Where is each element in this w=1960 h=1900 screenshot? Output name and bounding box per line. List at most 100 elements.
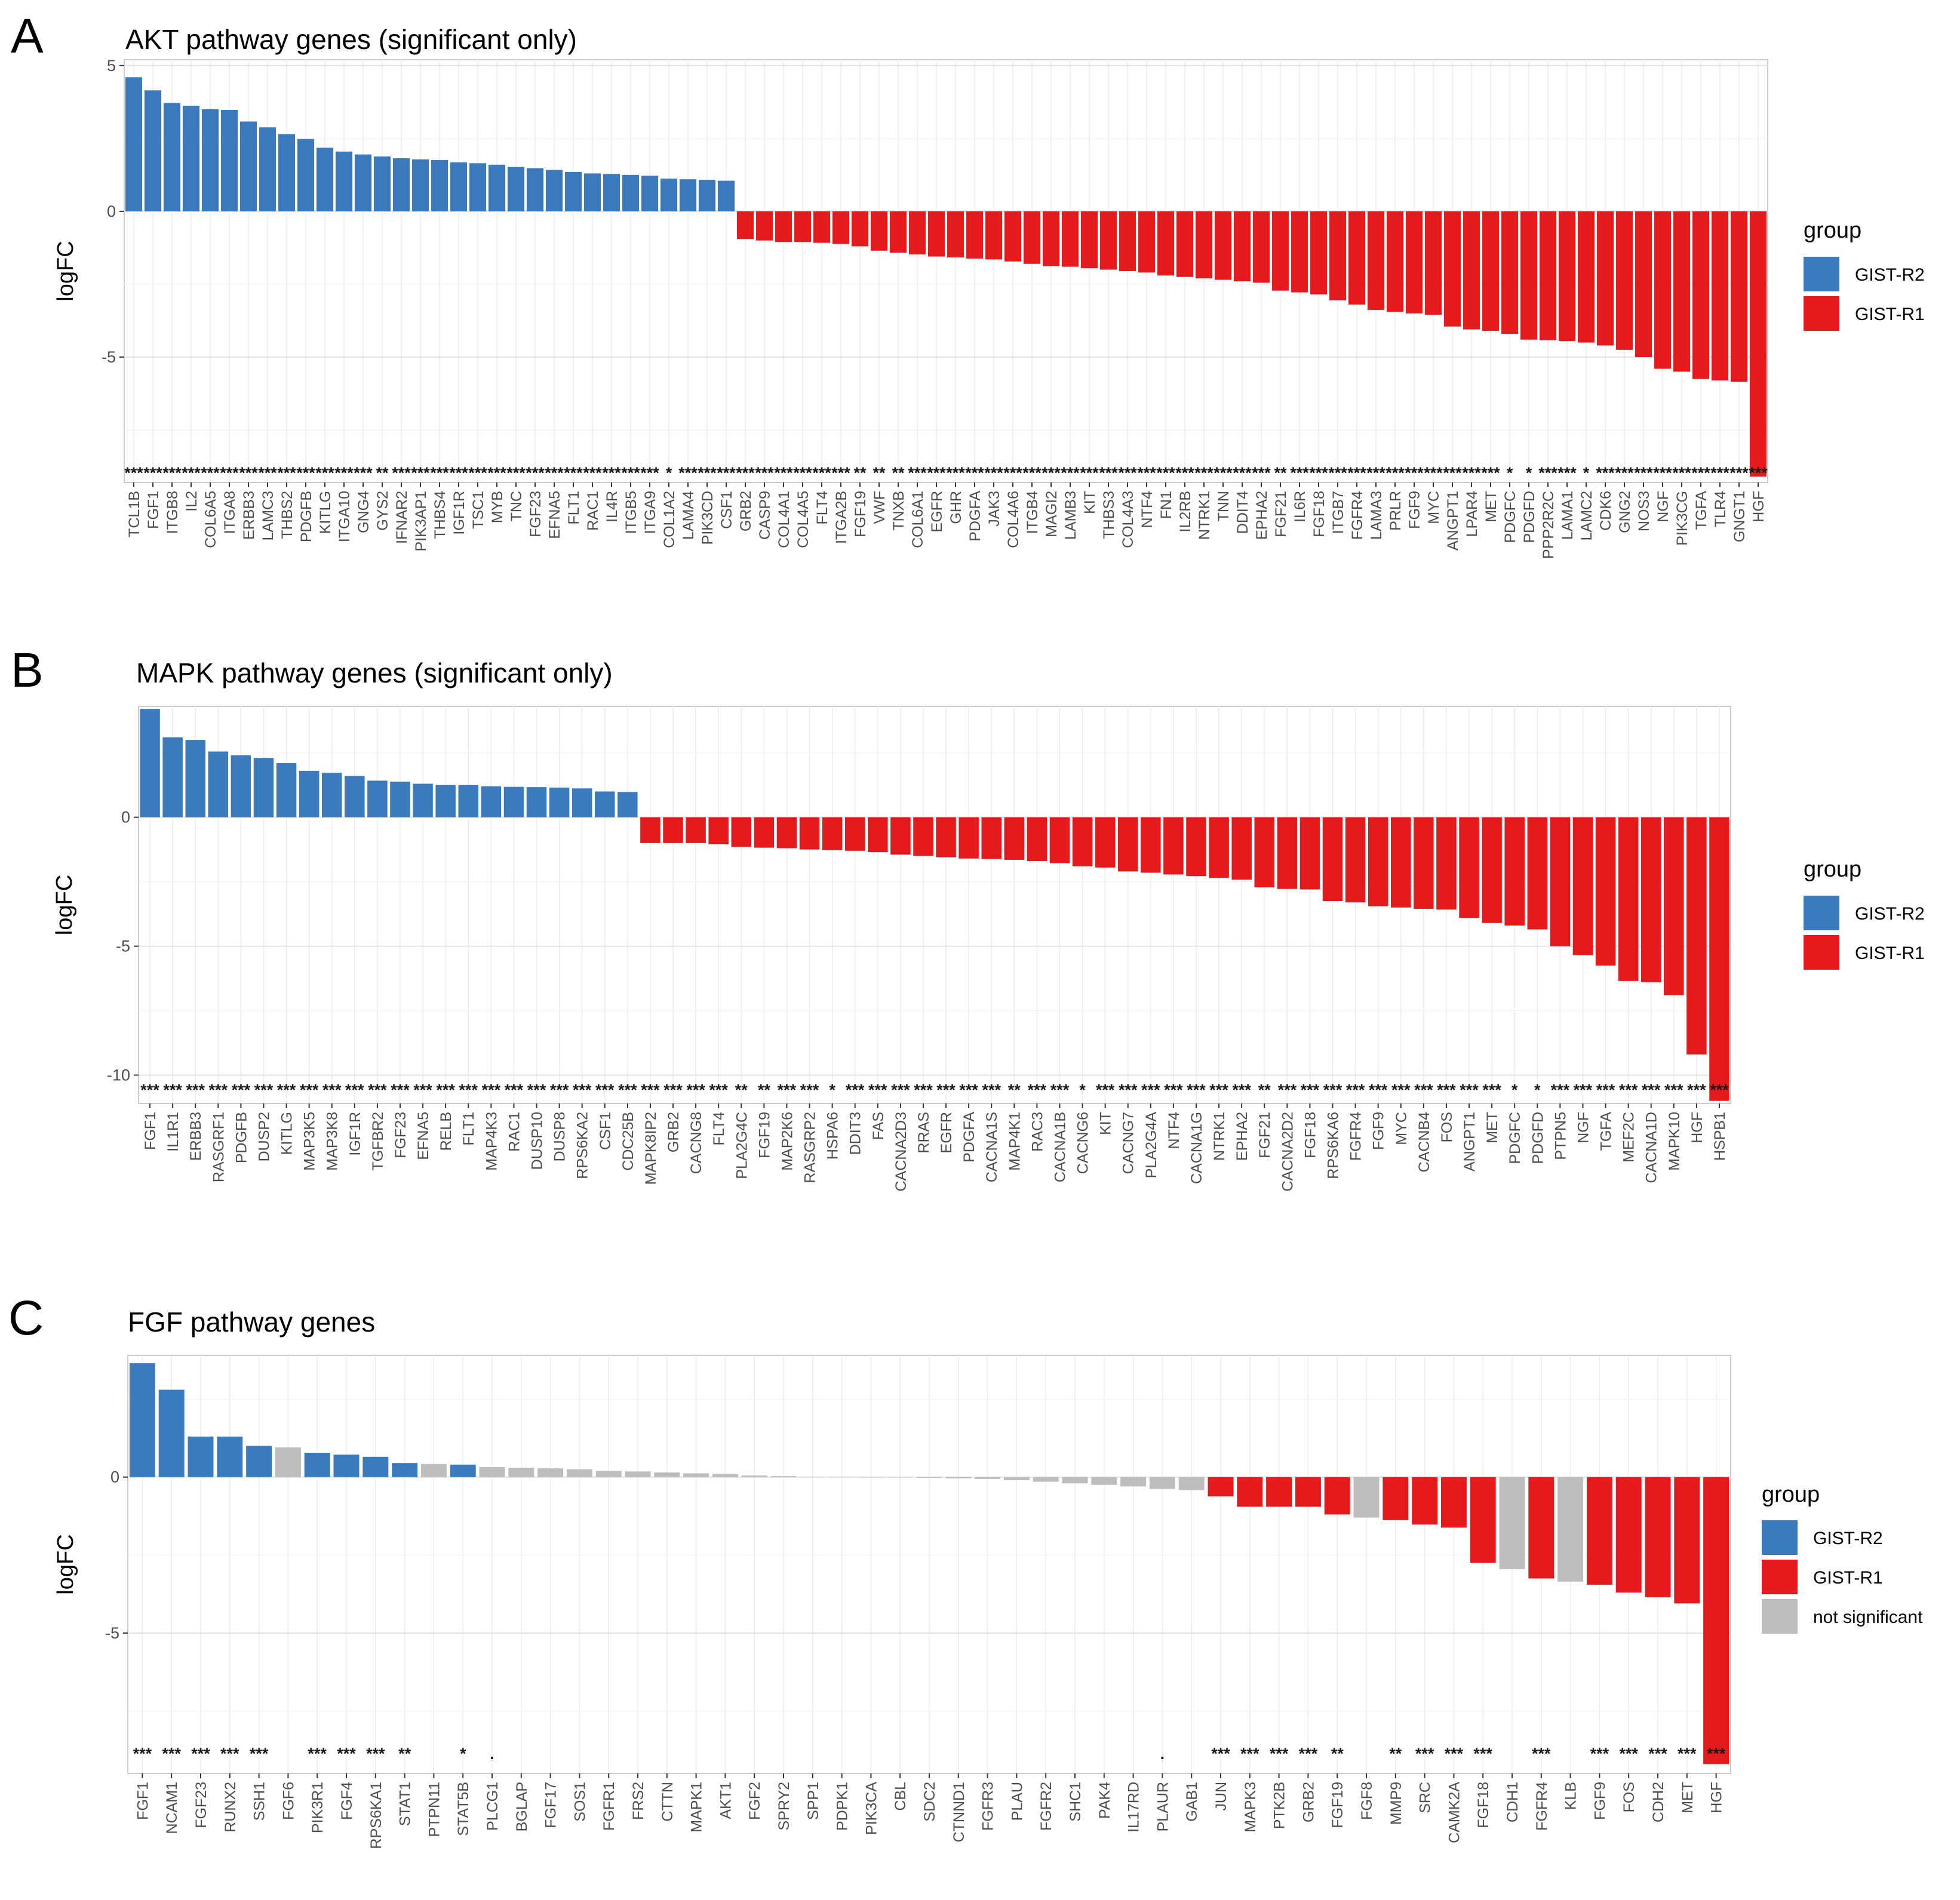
bar-plcg1: [479, 1467, 505, 1477]
bar-itgb7: [1329, 211, 1347, 300]
x-tick-label: FGF1: [134, 1782, 151, 1820]
x-tick-label: HGF: [1750, 491, 1767, 522]
legend-swatch: [1762, 1520, 1798, 1555]
significance-label: ***: [1187, 1081, 1206, 1099]
bar-ptpn5: [1550, 817, 1571, 946]
legend-swatch: [1762, 1560, 1798, 1594]
legend-label: GIST-R1: [1813, 1568, 1883, 1588]
significance-label: ***: [709, 1081, 728, 1099]
bar-stat1: [392, 1463, 418, 1477]
x-tick-label: FGF9: [1592, 1782, 1608, 1820]
bar-cdh1: [1499, 1477, 1525, 1569]
x-tick-label: DUSP2: [256, 1112, 272, 1161]
x-tick-label: GYS2: [374, 491, 391, 531]
significance-label: ***: [550, 1081, 569, 1099]
significance-label: ***: [573, 1081, 592, 1099]
significance-label: ***: [391, 1081, 410, 1099]
x-tick-label: FGF9: [1371, 1112, 1387, 1150]
chart-title: MAPK pathway genes (significant only): [136, 657, 613, 688]
significance-label: ***: [1729, 464, 1749, 482]
y-axis-label: logFC: [53, 241, 78, 301]
x-tick-label: MAP3K8: [324, 1112, 341, 1171]
bar-sdc2: [916, 1477, 942, 1478]
significance-label: *: [1507, 464, 1513, 482]
significance-label: ***: [232, 1081, 251, 1099]
x-tick-label: IFNAR2: [394, 491, 410, 544]
bar-lpar4: [1463, 211, 1480, 330]
significance-label: ***: [1590, 1745, 1609, 1763]
legend-label: GIST-R2: [1855, 265, 1925, 285]
significance-label: **: [1389, 1745, 1402, 1763]
bar-col6a5: [201, 109, 219, 211]
significance-label: **: [398, 1745, 411, 1763]
x-tick-label: EFNA5: [415, 1112, 432, 1160]
y-tick-label: 0: [110, 1468, 119, 1486]
x-tick-label: TNXB: [890, 491, 907, 531]
bar-cacng8: [686, 817, 706, 843]
bar-ntf4: [1163, 817, 1184, 875]
x-tick-label: KITLG: [279, 1112, 296, 1155]
panel-a: A AKT pathway genes (significant only) 5 0 -…: [11, 9, 1925, 559]
significance-label: ***: [1323, 1081, 1342, 1099]
x-tick-label: KIT: [1082, 491, 1098, 514]
significance-label: ***: [354, 464, 373, 482]
bar-spry2: [770, 1476, 797, 1477]
x-tick-label: SSH1: [251, 1782, 268, 1821]
significance-label: ***: [186, 1081, 205, 1099]
bar-mapk8ip2: [640, 817, 660, 843]
bar-col4a3: [1119, 211, 1136, 271]
x-tick-label: GRB2: [1300, 1782, 1317, 1822]
bar-hgf: [1749, 211, 1767, 477]
bar-camk2a: [1440, 1477, 1467, 1528]
bar-ifnar2: [392, 158, 410, 211]
x-tick-label: TCL1B: [126, 491, 143, 537]
significance-label: ***: [1232, 1081, 1251, 1099]
bar-pdgfc: [1501, 211, 1519, 334]
significance-label: ***: [1137, 464, 1156, 482]
bar-fgf17: [537, 1468, 564, 1477]
x-tick-label: NTRK1: [1196, 491, 1213, 540]
bar-kit: [1080, 211, 1098, 269]
significance-label: **: [1008, 1081, 1021, 1099]
significance-label: ***: [774, 464, 793, 482]
bar-col4a5: [794, 211, 812, 242]
significance-label: ***: [1369, 1081, 1388, 1099]
significance-label: ***: [1481, 464, 1500, 482]
x-tick-label: RRAS: [916, 1112, 932, 1153]
bar-rps6ka2: [572, 788, 592, 817]
x-tick-label: GNGT1: [1731, 491, 1748, 542]
bar-grb2: [1295, 1477, 1321, 1507]
bar-pdgfd: [1520, 211, 1538, 340]
bar-map3k5: [299, 770, 320, 817]
legend-label: GIST-R1: [1855, 305, 1925, 324]
bar-lama3: [1367, 211, 1385, 310]
bar-shc1: [1062, 1477, 1088, 1484]
bar-runx2: [217, 1436, 243, 1477]
bar-ddit3: [844, 817, 865, 851]
bar-map4k3: [481, 786, 502, 817]
significance-label: **: [853, 464, 867, 482]
x-tick-label: FGF9: [1406, 491, 1423, 529]
x-tick-label: MAP3K5: [302, 1112, 318, 1171]
significance-label: ***: [482, 1081, 501, 1099]
x-tick-label: CACNA2D2: [1279, 1112, 1296, 1191]
significance-label: ***: [1424, 464, 1443, 482]
bar-cacng7: [1117, 817, 1138, 872]
significance-label: ***: [436, 1081, 455, 1099]
x-tick-label: EGFR: [938, 1112, 955, 1153]
y-axis-label: logFC: [52, 875, 77, 935]
bar-met: [1482, 211, 1500, 331]
bar-fgf23: [526, 168, 544, 211]
significance-label: ***: [1366, 464, 1385, 482]
significance-label: ***: [1460, 1081, 1479, 1099]
bar-fos: [1436, 817, 1457, 910]
legend-swatch: [1762, 1599, 1798, 1634]
x-tick-label: PIK3CG: [1674, 491, 1691, 546]
significance-label: ***: [209, 1081, 228, 1099]
x-tick-label: RPS6KA2: [575, 1112, 591, 1179]
significance-label: ***: [908, 464, 927, 482]
x-tick-label: FGF23: [193, 1782, 210, 1828]
significance-label: **: [1274, 464, 1287, 482]
x-tick-label: THBS2: [279, 491, 296, 539]
